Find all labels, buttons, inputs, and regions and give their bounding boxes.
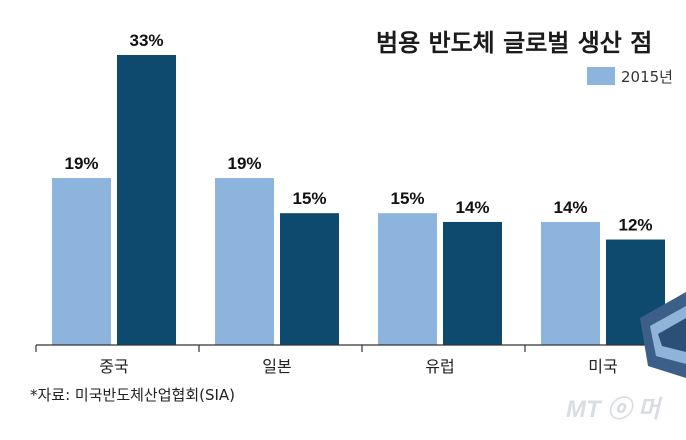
value-label-series1-3: 14% [553,198,587,217]
bars-group [52,55,665,345]
bar-series1-2 [378,213,437,345]
value-labels-group: 19% 33% 19% 15% 15% 14% 14% 12% [64,31,652,235]
category-labels-group: 중국 일본 유럽 미국 [99,357,617,376]
value-label-series1-2: 15% [390,189,424,208]
category-label-1: 일본 [262,357,291,376]
legend-label-2015: 2015년 [621,68,673,86]
legend: 2015년 [587,67,673,86]
chart-title: 범용 반도체 글로벌 생산 점 [376,29,652,57]
bar-series2-1 [280,213,339,345]
source-note: *자료: 미국반도체산업협회(SIA) [30,386,235,404]
category-label-3: 미국 [588,357,617,376]
category-label-0: 중국 [99,357,128,376]
bar-series1-0 [52,178,111,345]
value-label-series2-2: 14% [455,198,489,217]
watermark: MT ⓞ 머 [566,396,663,423]
bar-series2-2 [443,221,502,345]
legend-swatch-2015 [587,67,615,85]
bar-series2-0 [117,55,176,345]
bar-series1-3 [541,221,600,345]
value-label-series2-0: 33% [129,31,163,50]
value-label-series2-1: 15% [292,189,326,208]
value-label-series1-0: 19% [64,154,98,173]
category-label-2: 유럽 [425,357,454,376]
chip-image [640,292,686,378]
value-label-series1-1: 19% [227,154,261,173]
value-label-series2-3: 12% [618,216,652,235]
bar-series1-1 [215,178,274,345]
x-axis-ticks [35,345,526,352]
